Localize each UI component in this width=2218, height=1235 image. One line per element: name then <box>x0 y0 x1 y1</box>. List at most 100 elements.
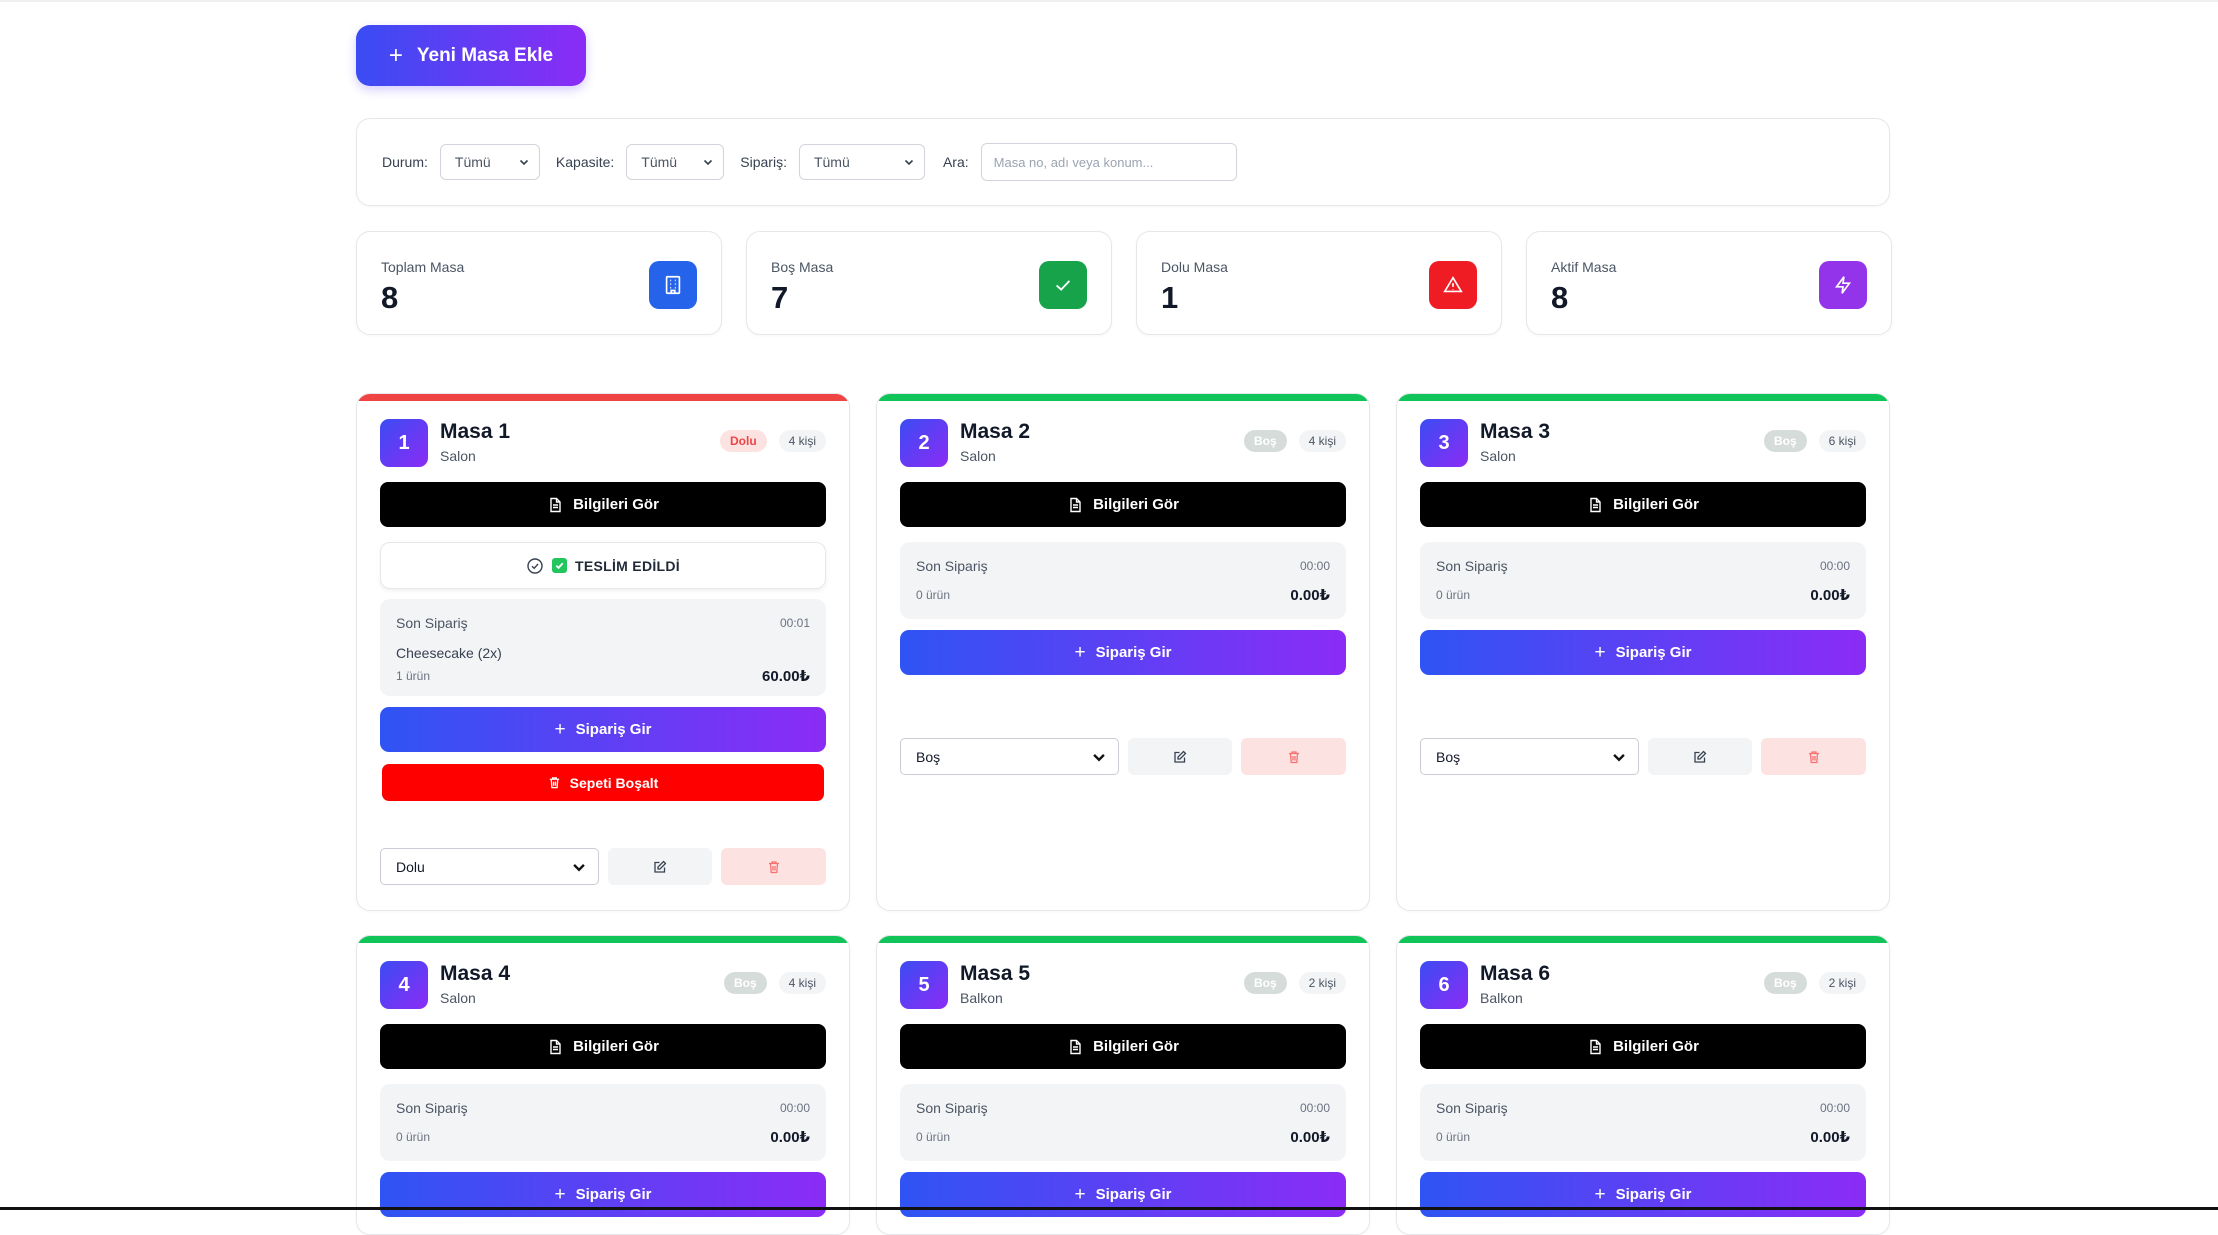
edit-table-button[interactable] <box>607 848 713 885</box>
order-filter-label: Sipariş: <box>740 154 787 170</box>
document-icon <box>1590 497 1601 512</box>
stats-row: Toplam Masa 8 Boş Masa 7 Dolu Masa 1 Akt… <box>356 231 1892 337</box>
view-info-button[interactable]: Bilgileri Gör <box>900 1024 1346 1069</box>
table-controls: Dolu <box>380 848 826 885</box>
enter-order-button[interactable]: + Sipariş Gir <box>1420 630 1866 675</box>
view-info-button[interactable]: Bilgileri Gör <box>1420 1024 1866 1069</box>
stat-label: Toplam Masa <box>381 259 465 275</box>
view-info-button[interactable]: Bilgileri Gör <box>900 482 1346 527</box>
order-total: 0.00₺ <box>770 1129 810 1146</box>
capacity-filter-select[interactable]: Tümü <box>626 144 725 180</box>
enter-order-label: Sipariş Gir <box>1095 644 1172 661</box>
edit-table-button[interactable] <box>1127 738 1233 775</box>
table-card: 3 Masa 3 Salon Boş 6 kişi Bilgileri Gör … <box>1396 393 1890 911</box>
plus-icon: + <box>388 41 403 69</box>
last-order-title: Son Sipariş <box>396 1100 468 1116</box>
table-status-select[interactable]: Dolu <box>380 848 599 885</box>
checkbox-check-icon <box>551 558 567 573</box>
last-order-title: Son Sipariş <box>396 615 468 631</box>
building-icon <box>649 261 697 309</box>
last-order-time: 00:00 <box>1299 1101 1330 1115</box>
last-order-box: Son Sipariş 00:00 0 ürün 0.00₺ <box>380 1084 826 1161</box>
plus-icon: + <box>554 718 566 740</box>
order-filter-select[interactable]: Tümü <box>798 144 925 180</box>
delete-table-button[interactable] <box>1761 738 1866 775</box>
order-total: 0.00₺ <box>1290 587 1330 604</box>
item-count: 0 ürün <box>916 588 951 602</box>
table-name: Masa 4 <box>440 962 511 985</box>
edit-table-button[interactable] <box>1647 738 1753 775</box>
table-card: 4 Masa 4 Salon Boş 4 kişi Bilgileri Gör … <box>356 935 850 1235</box>
table-status-value: Boş <box>916 748 941 765</box>
status-filter-label: Durum: <box>382 154 428 170</box>
stat-empty-tables: Boş Masa 7 <box>746 231 1112 335</box>
chevron-down-icon <box>904 159 914 166</box>
stat-label: Dolu Masa <box>1161 259 1228 275</box>
delete-table-button[interactable] <box>721 848 826 885</box>
table-name: Masa 2 <box>960 420 1031 443</box>
plus-icon: + <box>554 1183 566 1205</box>
document-icon <box>1070 497 1081 512</box>
delete-table-button[interactable] <box>1241 738 1346 775</box>
check-icon <box>1039 261 1087 309</box>
capacity-badge: 4 kişi <box>1298 430 1346 452</box>
stat-value: 8 <box>1551 280 1569 315</box>
search-label: Ara: <box>942 154 969 170</box>
plus-icon: + <box>1594 1183 1606 1205</box>
last-order-time: 00:00 <box>1819 559 1850 573</box>
view-info-button[interactable]: Bilgileri Gör <box>1420 482 1866 527</box>
order-filter-value: Tümü <box>813 154 850 170</box>
last-order-time: 00:00 <box>1819 1101 1850 1115</box>
table-status-select[interactable]: Boş <box>1420 738 1639 775</box>
view-info-label: Bilgileri Gör <box>1613 496 1699 513</box>
table-location: Balkon <box>960 990 1003 1006</box>
trash-icon <box>1808 750 1819 763</box>
table-status-select[interactable]: Boş <box>900 738 1119 775</box>
table-location: Salon <box>440 448 476 464</box>
chevron-down-icon <box>1612 753 1625 761</box>
table-controls: Boş <box>900 738 1346 775</box>
enter-order-button[interactable]: + Sipariş Gir <box>900 1172 1346 1217</box>
table-badges: Boş 4 kişi <box>723 972 826 994</box>
view-info-button[interactable]: Bilgileri Gör <box>380 1024 826 1069</box>
warning-icon <box>1429 261 1477 309</box>
status-badge: Boş <box>1763 972 1807 994</box>
table-location: Salon <box>960 448 996 464</box>
table-location: Salon <box>440 990 476 1006</box>
status-filter-select[interactable]: Tümü <box>439 144 540 180</box>
status-badge: Dolu <box>719 430 767 452</box>
last-order-title: Son Sipariş <box>916 1100 988 1116</box>
stat-value: 1 <box>1161 280 1179 315</box>
last-order-time: 00:01 <box>779 616 810 630</box>
order-total: 0.00₺ <box>1290 1129 1330 1146</box>
table-name: Masa 6 <box>1480 962 1551 985</box>
plus-icon: + <box>1074 641 1086 663</box>
table-badges: Boş 2 kişi <box>1243 972 1346 994</box>
enter-order-button[interactable]: + Sipariş Gir <box>1420 1172 1866 1217</box>
chevron-down-icon <box>572 863 585 871</box>
empty-cart-button[interactable]: Sepeti Boşalt <box>382 764 824 801</box>
trash-icon <box>768 860 779 873</box>
view-info-label: Bilgileri Gör <box>573 496 659 513</box>
capacity-badge: 2 kişi <box>1818 972 1866 994</box>
table-number-badge: 2 <box>900 419 948 467</box>
document-icon <box>1590 1039 1601 1054</box>
table-badges: Dolu 4 kişi <box>719 430 826 452</box>
view-info-button[interactable]: Bilgileri Gör <box>380 482 826 527</box>
table-badges: Boş 6 kişi <box>1763 430 1866 452</box>
add-table-button[interactable]: + Yeni Masa Ekle <box>356 25 586 86</box>
document-icon <box>1070 1039 1081 1054</box>
enter-order-button[interactable]: + Sipariş Gir <box>900 630 1346 675</box>
last-order-box: Son Sipariş 00:00 0 ürün 0.00₺ <box>1420 542 1866 619</box>
order-item: Cheesecake (2x) <box>396 645 502 661</box>
chevron-down-icon <box>704 159 713 166</box>
search-input[interactable] <box>980 143 1237 181</box>
table-badges: Boş 4 kişi <box>1243 430 1346 452</box>
enter-order-button[interactable]: + Sipariş Gir <box>380 707 826 752</box>
stat-active-tables: Aktif Masa 8 <box>1526 231 1892 335</box>
enter-order-button[interactable]: + Sipariş Gir <box>380 1172 826 1217</box>
table-location: Salon <box>1480 448 1516 464</box>
stat-label: Aktif Masa <box>1551 259 1617 275</box>
last-order-box: Son Sipariş 00:00 0 ürün 0.00₺ <box>900 542 1346 619</box>
table-status-value: Boş <box>1436 748 1461 765</box>
